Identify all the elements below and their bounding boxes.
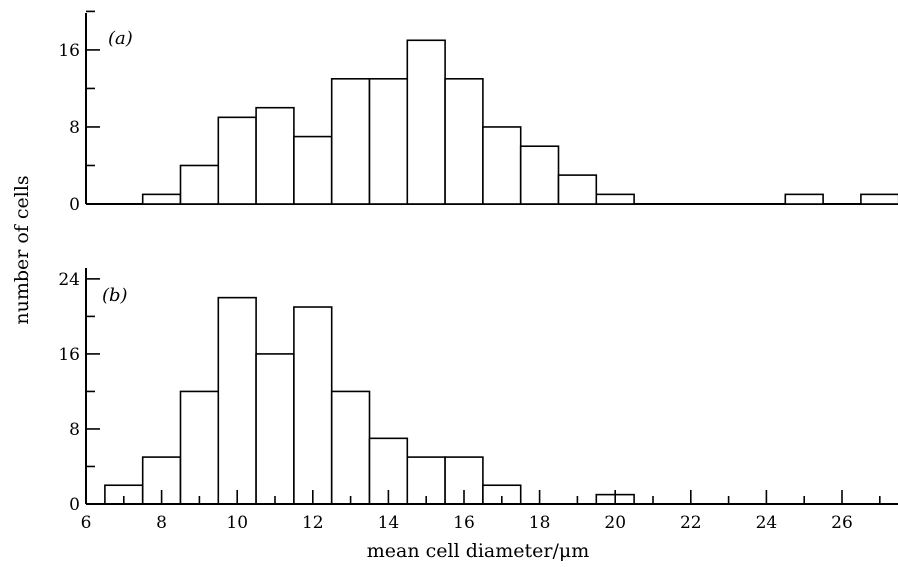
histogram-bar bbox=[293, 135, 333, 205]
histogram-bar bbox=[293, 306, 333, 505]
histogram-bar bbox=[255, 106, 295, 205]
histogram-bar bbox=[217, 296, 257, 505]
x-tick-label: 16 bbox=[453, 513, 475, 533]
panel-label: (b) bbox=[102, 285, 128, 306]
y-tick-label: 16 bbox=[58, 345, 80, 365]
x-tick-label: 10 bbox=[226, 513, 248, 533]
x-axis-title: mean cell diameter/μm bbox=[367, 540, 590, 562]
histogram-bar bbox=[860, 193, 898, 205]
histogram-bar bbox=[368, 78, 409, 205]
histogram-bar bbox=[330, 390, 371, 505]
histogram-bar bbox=[330, 78, 371, 205]
panel-b: 0 8 16 24 (b) bbox=[58, 268, 635, 515]
x-axis: 6 8 10 12 14 16 18 20 22 24 26 bbox=[81, 490, 898, 533]
x-tick-label: 22 bbox=[680, 513, 702, 533]
histogram-bar bbox=[595, 193, 635, 205]
x-tick-label: 6 bbox=[81, 513, 92, 533]
histogram-bar bbox=[557, 174, 598, 205]
y-tick-label: 8 bbox=[69, 118, 80, 138]
x-tick-label: 14 bbox=[378, 513, 400, 533]
y-tick-label: 16 bbox=[58, 41, 80, 61]
histogram-bar bbox=[179, 390, 220, 505]
y-axis-title: number of cells bbox=[11, 175, 33, 324]
y-tick-label: 0 bbox=[69, 495, 80, 515]
histogram-bar bbox=[784, 193, 824, 205]
x-tick-label: 20 bbox=[604, 513, 626, 533]
x-tick-label: 24 bbox=[756, 513, 778, 533]
histogram-bar bbox=[255, 353, 295, 505]
histogram-bar bbox=[444, 78, 484, 205]
x-tick-label: 8 bbox=[156, 513, 167, 533]
y-tick-label: 8 bbox=[69, 420, 80, 440]
x-tick-label: 12 bbox=[302, 513, 324, 533]
histogram-bar bbox=[406, 39, 446, 205]
histogram-bar bbox=[519, 145, 560, 205]
x-tick-label: 26 bbox=[831, 513, 853, 533]
x-tick-label: 18 bbox=[529, 513, 551, 533]
y-tick-label: 0 bbox=[69, 195, 80, 215]
histogram-bar bbox=[141, 193, 182, 205]
panel-a: 0 8 16 (a) bbox=[58, 10, 898, 215]
panel-label: (a) bbox=[108, 28, 133, 49]
y-tick-label: 24 bbox=[58, 270, 80, 290]
histogram-bar bbox=[482, 126, 522, 205]
histogram-bar bbox=[217, 116, 257, 205]
histogram-bar bbox=[179, 164, 220, 205]
